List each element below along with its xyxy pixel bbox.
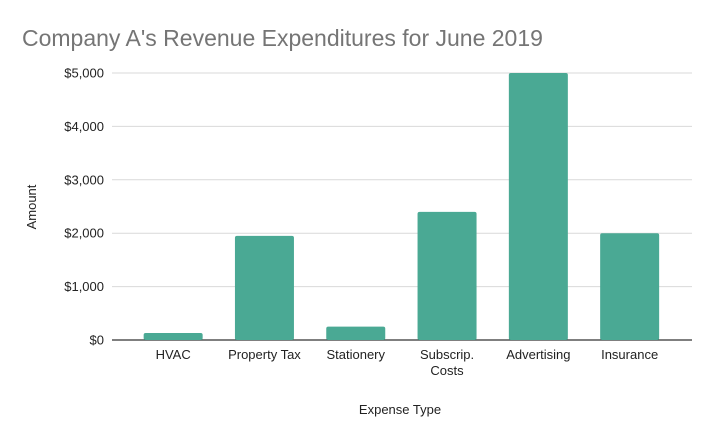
y-tick-label: $3,000 — [64, 172, 104, 187]
x-tick-label: Property Tax — [228, 347, 301, 362]
y-tick-label: $0 — [90, 333, 104, 348]
x-tick-label: Insurance — [601, 347, 658, 362]
y-tick-label: $5,000 — [64, 66, 104, 81]
y-tick-label: $1,000 — [64, 279, 104, 294]
bar — [234, 235, 294, 340]
y-axis-title: Amount — [24, 184, 39, 229]
x-axis-title: Expense Type — [359, 402, 441, 417]
chart-title: Company A's Revenue Expenditures for Jun… — [22, 25, 543, 51]
x-tick-label: Costs — [430, 363, 464, 378]
bar — [508, 73, 568, 340]
x-tick-label: Advertising — [506, 347, 570, 362]
x-tick-label: Subscrip. — [420, 347, 474, 362]
x-tick-label: Stationery — [326, 347, 385, 362]
y-tick-label: $4,000 — [64, 119, 104, 134]
y-tick-label: $2,000 — [64, 226, 104, 241]
bar — [417, 211, 477, 340]
bar — [600, 233, 660, 340]
bar — [143, 333, 203, 340]
bar — [326, 326, 386, 340]
x-tick-label: HVAC — [156, 347, 191, 362]
